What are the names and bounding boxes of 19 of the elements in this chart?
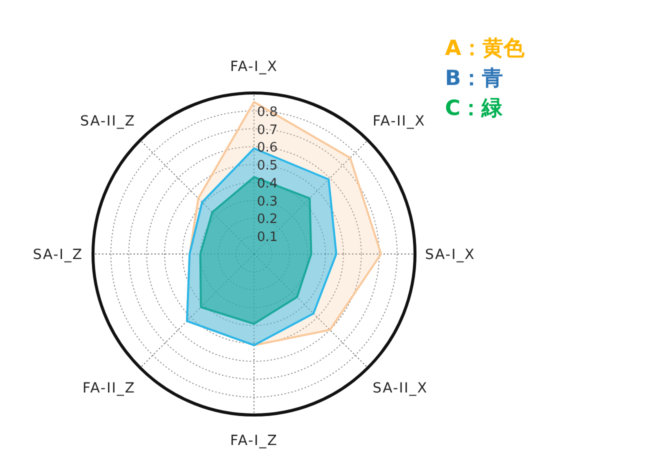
y-tick-label: 0.3: [257, 194, 278, 210]
y-tick-label: 0.4: [257, 176, 278, 192]
spoke-label: SA-II_X: [372, 380, 428, 397]
y-tick-label: 0.2: [257, 212, 278, 228]
spoke-label: SA-II_Z: [80, 113, 136, 130]
y-tick-label: 0.5: [257, 158, 278, 174]
text: A：黄色: [445, 36, 526, 60]
y-tick-label: 0.8: [257, 104, 278, 120]
text: B：青: [445, 66, 504, 90]
spoke-label: FA-II_X: [372, 113, 426, 130]
spoke-label: SA-I_Z: [32, 247, 83, 263]
spoke-label: FA-II_Z: [82, 380, 136, 397]
spoke-label: FA-I_Z: [230, 433, 278, 449]
text: C：緑: [445, 96, 504, 120]
y-tick-label: 0.1: [257, 230, 278, 246]
spoke-label: FA-I_X: [230, 59, 278, 75]
y-tick-label: 0.6: [257, 140, 278, 156]
y-tick-label: 0.7: [257, 122, 278, 138]
spoke-label: SA-I_X: [425, 247, 476, 263]
